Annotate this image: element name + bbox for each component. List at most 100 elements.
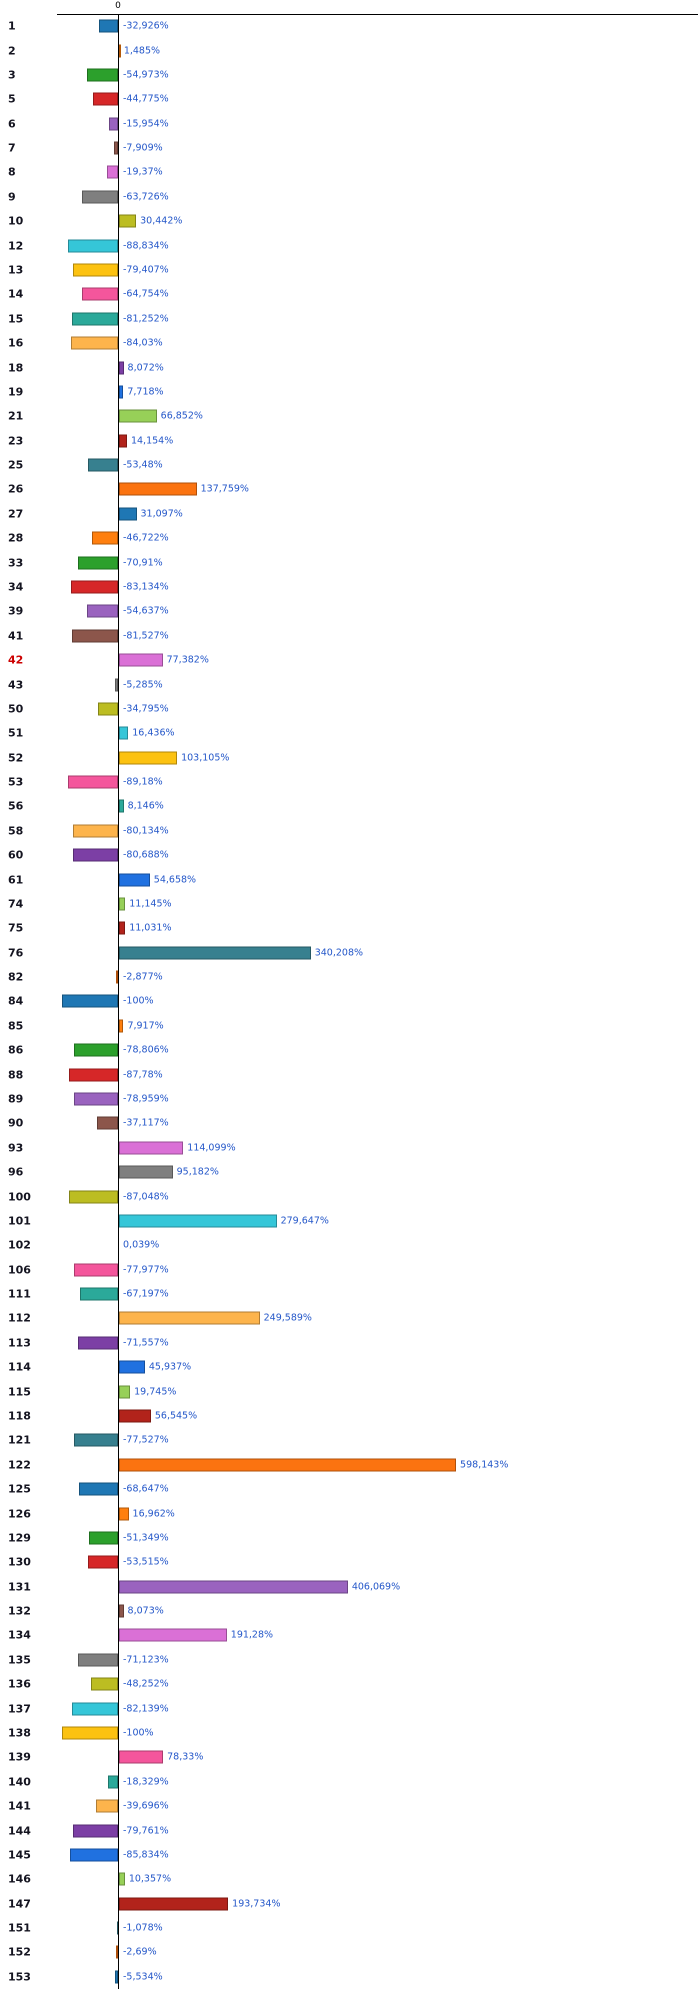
category-label: 93 bbox=[8, 1141, 24, 1155]
chart-row: 139 78,33% bbox=[0, 1745, 700, 1769]
bar bbox=[73, 263, 118, 277]
chart-row: 58 -80,134% bbox=[0, 819, 700, 843]
value-label: -87,048% bbox=[123, 1191, 169, 1203]
chart-row: 5 -44,775% bbox=[0, 87, 700, 111]
chart-row: 135 -71,123% bbox=[0, 1648, 700, 1672]
bar bbox=[109, 117, 118, 131]
value-label: 193,734% bbox=[232, 1898, 281, 1910]
bar bbox=[119, 1580, 348, 1594]
category-label: 8 bbox=[8, 165, 16, 179]
bar bbox=[119, 1628, 227, 1642]
bar bbox=[74, 1263, 118, 1277]
category-label: 121 bbox=[8, 1433, 31, 1447]
category-label: 33 bbox=[8, 556, 24, 570]
bar bbox=[113, 141, 118, 155]
chart-row: 3 -54,973% bbox=[0, 63, 700, 87]
chart-row: 90 -37,117% bbox=[0, 1111, 700, 1135]
value-label: -100% bbox=[123, 995, 154, 1007]
value-label: -34,795% bbox=[123, 703, 169, 715]
chart-row: 26 137,759% bbox=[0, 477, 700, 501]
category-label: 58 bbox=[8, 824, 24, 838]
bar bbox=[87, 604, 118, 618]
value-label: 54,658% bbox=[153, 874, 197, 886]
bar bbox=[119, 1750, 164, 1764]
category-label: 138 bbox=[8, 1726, 31, 1740]
chart-row: 76 340,208% bbox=[0, 941, 700, 965]
category-label: 6 bbox=[8, 117, 16, 131]
value-label: -78,806% bbox=[123, 1044, 169, 1056]
bar bbox=[119, 434, 127, 448]
bar bbox=[107, 165, 118, 179]
value-label: 249,589% bbox=[263, 1312, 312, 1324]
bar bbox=[71, 580, 118, 594]
value-label: 0,039% bbox=[123, 1239, 160, 1251]
category-label: 136 bbox=[8, 1677, 31, 1691]
chart-row: 2 1,485% bbox=[0, 38, 700, 62]
category-label: 137 bbox=[8, 1702, 31, 1716]
chart-row: 9 -63,726% bbox=[0, 185, 700, 209]
chart-row: 122 598,143% bbox=[0, 1453, 700, 1477]
value-label: -81,527% bbox=[123, 630, 169, 642]
chart-row: 6 -15,954% bbox=[0, 112, 700, 136]
bar bbox=[73, 1092, 118, 1106]
category-label: 118 bbox=[8, 1409, 31, 1423]
chart-row: 7 -7,909% bbox=[0, 136, 700, 160]
bar bbox=[98, 702, 118, 716]
chart-row: 111 -67,197% bbox=[0, 1282, 700, 1306]
chart-row: 130 -53,515% bbox=[0, 1550, 700, 1574]
bar bbox=[119, 1507, 129, 1521]
value-label: -7,909% bbox=[123, 142, 163, 154]
value-label: 406,069% bbox=[351, 1581, 401, 1593]
value-label: -67,197% bbox=[123, 1288, 169, 1300]
value-label: -5,534% bbox=[123, 1971, 163, 1983]
chart-row: 25 -53,48% bbox=[0, 453, 700, 477]
category-label: 15 bbox=[8, 312, 24, 326]
value-label: -37,117% bbox=[123, 1117, 169, 1129]
chart-row: 23 14,154% bbox=[0, 429, 700, 453]
value-label: -82,139% bbox=[123, 1703, 169, 1715]
chart-row: 118 56,545% bbox=[0, 1404, 700, 1428]
chart-row: 60 -80,688% bbox=[0, 843, 700, 867]
chart-row: 84 -100% bbox=[0, 989, 700, 1013]
chart-row: 140 -18,329% bbox=[0, 1770, 700, 1794]
category-label: 129 bbox=[8, 1531, 31, 1545]
category-label: 125 bbox=[8, 1482, 31, 1496]
chart-row: 112 249,589% bbox=[0, 1306, 700, 1330]
bar bbox=[70, 336, 118, 350]
value-label: 137,759% bbox=[200, 483, 249, 495]
bar bbox=[119, 1311, 260, 1325]
category-label: 39 bbox=[8, 604, 24, 618]
bar bbox=[81, 287, 118, 301]
category-label: 25 bbox=[8, 458, 24, 472]
value-label: -48,252% bbox=[123, 1678, 169, 1690]
category-label: 100 bbox=[8, 1190, 31, 1204]
category-label: 53 bbox=[8, 775, 24, 789]
chart-row: 12 -88,834% bbox=[0, 233, 700, 257]
bar bbox=[87, 68, 118, 82]
chart-row: 93 114,099% bbox=[0, 1136, 700, 1160]
bar bbox=[71, 1702, 118, 1716]
category-label: 141 bbox=[8, 1799, 31, 1813]
category-label: 34 bbox=[8, 580, 24, 594]
category-label: 19 bbox=[8, 385, 24, 399]
chart-row: 34 -83,134% bbox=[0, 575, 700, 599]
category-label: 42 bbox=[8, 653, 24, 667]
category-label: 151 bbox=[8, 1921, 31, 1935]
value-label: -83,134% bbox=[123, 581, 169, 593]
chart-row: 131 406,069% bbox=[0, 1574, 700, 1598]
chart-row: 75 11,031% bbox=[0, 916, 700, 940]
chart-row: 88 -87,78% bbox=[0, 1062, 700, 1086]
bar bbox=[79, 1482, 118, 1496]
value-label: -64,754% bbox=[123, 288, 169, 300]
value-label: -19,37% bbox=[123, 166, 163, 178]
bar bbox=[74, 1433, 118, 1447]
value-label: -70,91% bbox=[123, 557, 163, 569]
chart-row: 52 103,105% bbox=[0, 745, 700, 769]
chart-row: 19 7,718% bbox=[0, 380, 700, 404]
bar bbox=[119, 44, 121, 58]
category-label: 56 bbox=[8, 799, 24, 813]
category-label: 41 bbox=[8, 629, 24, 643]
bar bbox=[119, 482, 197, 496]
chart-row: 144 -79,761% bbox=[0, 1818, 700, 1842]
chart-row: 43 -5,285% bbox=[0, 672, 700, 696]
